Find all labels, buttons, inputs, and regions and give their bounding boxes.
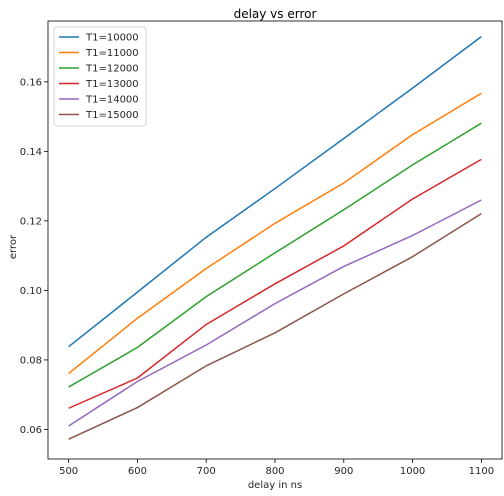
y-tick-label: 0.10 [20, 286, 42, 297]
series-line-2 [68, 92, 482, 375]
legend-label-5: T1=14000 [85, 95, 139, 106]
legend: T1=10000 T1=11000 T1=12000 T1=13000 T1=14000… [53, 26, 147, 127]
series-line-6 [68, 212, 482, 440]
legend-label-3: T1=12000 [85, 64, 139, 75]
y-tick-label: 0.14 [20, 147, 42, 158]
x-tick-label: 800 [265, 466, 284, 477]
y-tick-label: 0.12 [20, 216, 42, 227]
x-axis-label: delay in ns [248, 480, 302, 491]
x-tick-label: 1100 [469, 466, 494, 477]
y-tick-label: 0.06 [20, 425, 42, 436]
chart-title: delay vs error [234, 7, 317, 21]
legend-label-2: T1=11000 [85, 48, 139, 59]
y-tick-label: 0.08 [20, 355, 42, 366]
y-axis-label: error [8, 234, 19, 259]
plot-area [68, 36, 482, 440]
series-line-4 [68, 158, 482, 409]
series-line-3 [68, 122, 482, 388]
x-tick-label: 900 [334, 466, 353, 477]
legend-label-6: T1=15000 [85, 110, 139, 121]
y-tick-label: 0.16 [20, 77, 42, 88]
legend-label-4: T1=13000 [85, 79, 139, 90]
series-line-1 [68, 36, 482, 348]
legend-label-1: T1=10000 [85, 33, 139, 44]
x-tick-label: 1000 [400, 466, 425, 477]
x-tick-label: 600 [128, 466, 147, 477]
x-tick-label: 700 [197, 466, 216, 477]
x-tick-label: 500 [59, 466, 78, 477]
series-line-5 [68, 199, 482, 427]
